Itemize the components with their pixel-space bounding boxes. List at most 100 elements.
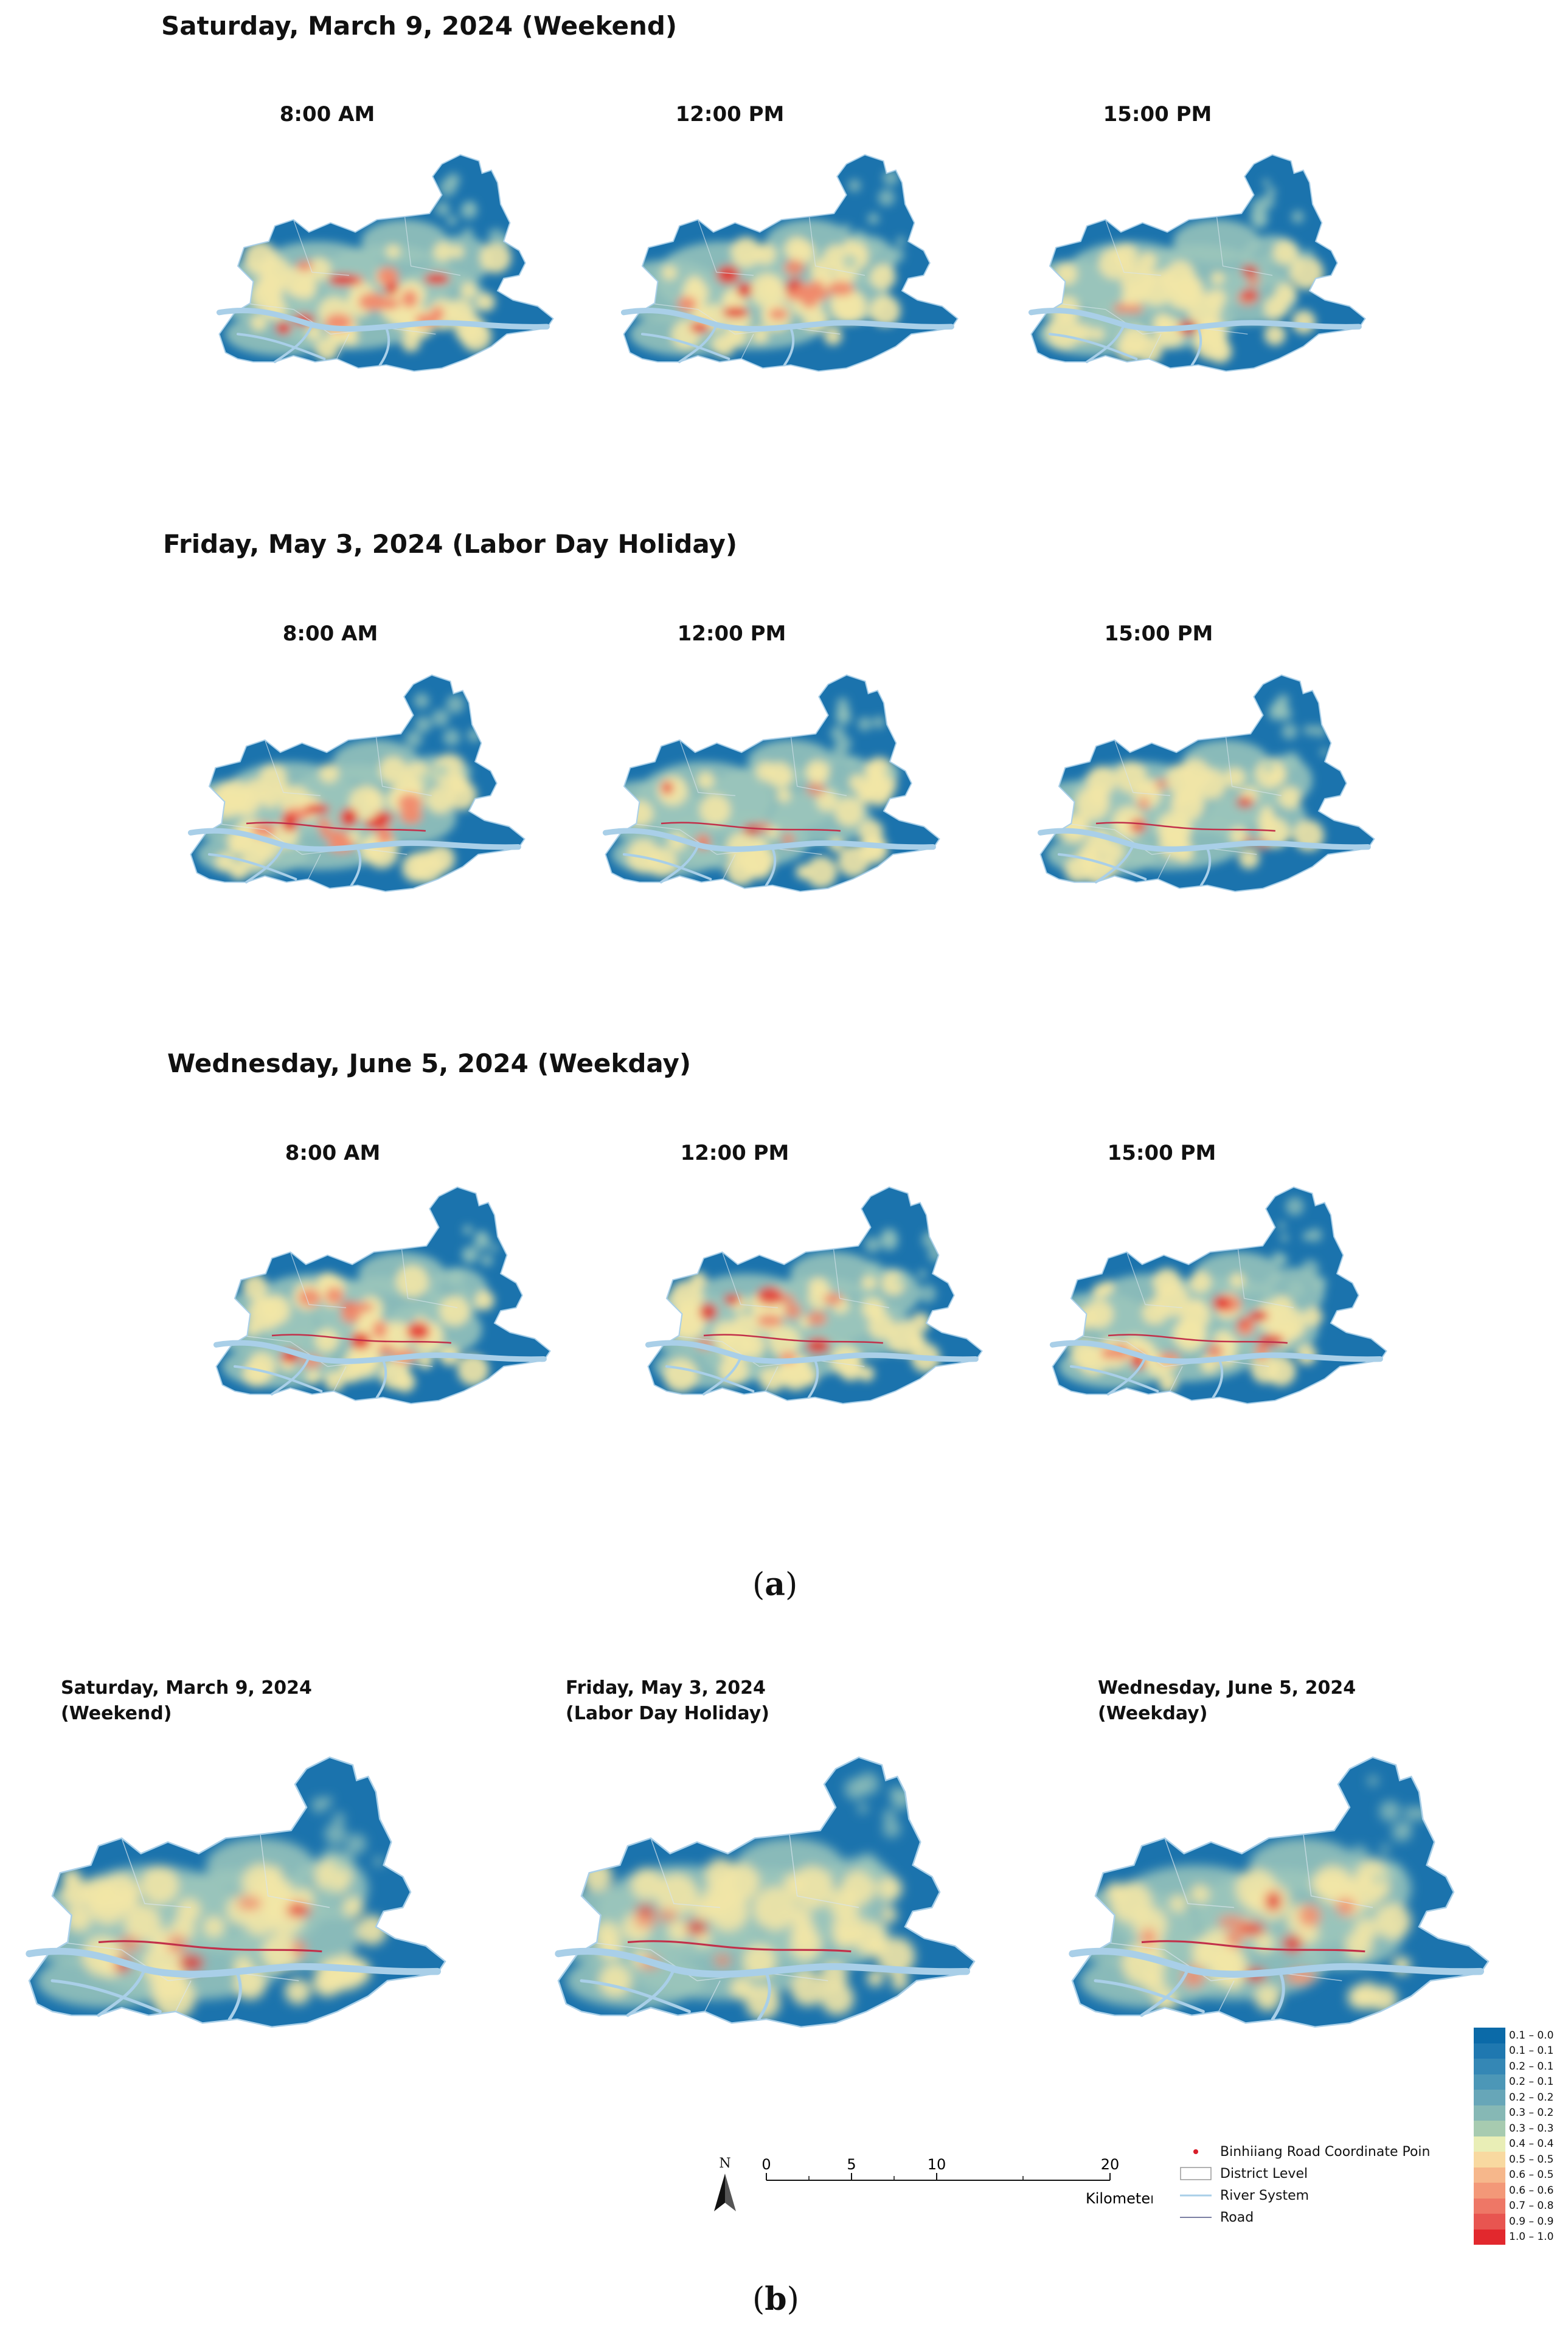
scale-tick-5: 5: [847, 2156, 856, 2173]
legend-item-points: Binhiiang Road Coordinate Poin: [1180, 2141, 1431, 2163]
region-map-svg: [1069, 1756, 1490, 2028]
river-line: [1271, 1971, 1285, 2021]
caption-b: (b): [752, 2281, 799, 2318]
legend-ramp-entry: 0.1 – 0.0: [1474, 2028, 1565, 2043]
legend-ramp-swatch: [1474, 2059, 1505, 2074]
legend-ramp-label: 0.6 – 0.5: [1509, 2169, 1554, 2181]
b-title-1-line1: Saturday, March 9, 2024: [61, 1677, 312, 1699]
time-label-r3c1: 8:00 AM: [285, 1141, 381, 1165]
legend-item-river: River System: [1180, 2185, 1431, 2206]
river-line: [378, 327, 390, 367]
binjiang-road-line: [1095, 822, 1275, 832]
road-line-icon: [1180, 2211, 1212, 2223]
binjiang-road-line: [703, 1334, 883, 1344]
legend-ramp-entry: 0.3 – 0.3: [1474, 2121, 1565, 2136]
legend-ramp-label: 0.9 – 0.9: [1509, 2215, 1554, 2228]
caption-a-letter: a: [765, 1566, 785, 1603]
legend-ramp-swatch: [1474, 2074, 1505, 2090]
legend-ramp-entry: 0.2 – 0.1: [1474, 2074, 1565, 2090]
river-line: [97, 1967, 147, 2017]
heatmap-b-1: [6, 1715, 468, 2077]
river-line: [626, 1967, 676, 2017]
legend-ramp-label: 0.1 – 0.1: [1509, 2045, 1554, 2057]
b-title-2-line2: (Labor Day Holiday): [566, 1703, 769, 1724]
caption-a: (a): [752, 1566, 798, 1603]
b-title-3-line1: Wednesday, June 5, 2024: [1098, 1677, 1356, 1699]
region-map-svg: [216, 154, 554, 372]
river-line: [187, 828, 521, 852]
legend-ramp-label: 0.7 – 0.8: [1509, 2200, 1554, 2213]
legend-ramp-entry: 0.7 – 0.8: [1474, 2198, 1565, 2214]
heatmap-a-r1c3: [1013, 125, 1384, 407]
scale-unit: Kilometer: [1086, 2190, 1153, 2207]
legend-ramp-swatch: [1474, 2028, 1505, 2043]
legend-ramp-swatch: [1474, 2183, 1505, 2199]
binjiang-road-line: [271, 1334, 451, 1344]
legend-ramp-swatch: [1474, 2105, 1505, 2121]
legend-ramp-swatch: [1474, 2167, 1505, 2183]
river-line: [765, 847, 777, 887]
b-title-1-line2: (Weekend): [61, 1703, 172, 1724]
legend-ramp-label: 0.3 – 0.2: [1509, 2107, 1554, 2119]
legend-ramp-entry: 0.2 – 0.1: [1474, 2059, 1565, 2074]
river-line: [645, 1340, 979, 1364]
river-line: [350, 847, 362, 887]
river-line: [1049, 1340, 1383, 1364]
legend-ramp-label: 1.0 – 1.0: [1509, 2231, 1554, 2244]
river-line: [622, 853, 712, 881]
time-label-r1c2: 12:00 PM: [675, 102, 785, 126]
heatmap-a-r3c2: [630, 1152, 1001, 1444]
legend-ramp-label: 0.2 – 0.2: [1509, 2091, 1554, 2104]
time-label-r3c3: 15:00 PM: [1107, 1141, 1216, 1165]
river-line: [807, 1359, 819, 1399]
heatmap-a-r3c3: [1034, 1152, 1405, 1444]
region-map-svg: [26, 1756, 446, 2028]
river-line: [702, 1356, 743, 1396]
region-map-svg: [555, 1756, 976, 2028]
legend-ramp-swatch: [1474, 2229, 1505, 2245]
row-title-2: Friday, May 3, 2024 (Labor Day Holiday): [163, 529, 738, 559]
legend-ramp-entry: 0.1 – 0.1: [1474, 2043, 1565, 2059]
river-line: [26, 1947, 442, 1978]
north-arrow: N: [710, 2156, 740, 2216]
heatmap-a-r2c3: [1022, 637, 1393, 935]
b-title-3: Wednesday, June 5, 2024 (Weekday): [1098, 1675, 1356, 1727]
north-label: N: [719, 2156, 731, 2171]
legend-ramp-swatch: [1474, 2198, 1505, 2214]
river-line: [1028, 307, 1362, 332]
river-line: [1069, 1947, 1485, 1978]
scale-bar: 0 5 10 20 Kilometer: [709, 2156, 1156, 2223]
river-line: [1037, 828, 1371, 852]
legend-item-points-label: Binhiiang Road Coordinate Poin: [1220, 2144, 1431, 2160]
river-line: [1048, 333, 1138, 361]
binjiang-road-line: [661, 822, 841, 832]
legend-ramp-label: 0.6 – 0.6: [1509, 2184, 1554, 2197]
legend-items: Binhiiang Road Coordinate Poin District …: [1180, 2141, 1431, 2228]
time-label-r3c2: 12:00 PM: [680, 1141, 789, 1165]
scale-tick-0: 0: [761, 2156, 771, 2173]
river-line: [783, 327, 795, 367]
river-line: [659, 844, 700, 884]
river-line: [1106, 1356, 1147, 1396]
binjiang-road-line: [1141, 1940, 1365, 1953]
legend-item-district-label: District Level: [1220, 2166, 1308, 2181]
legend-ramp-entry: 1.0 – 1.0: [1474, 2229, 1565, 2245]
river-line: [207, 853, 297, 881]
time-label-r1c1: 8:00 AM: [279, 102, 375, 126]
binjiang-road-line: [246, 822, 426, 832]
region-map-svg: [1028, 154, 1366, 372]
legend-ramp-label: 0.4 – 0.4: [1509, 2138, 1554, 2150]
river-line: [640, 333, 730, 361]
river-line: [50, 1979, 162, 2014]
north-arrow-icon: [714, 2174, 736, 2211]
legend-item-road-label: Road: [1220, 2209, 1254, 2225]
river-line: [273, 324, 314, 364]
legend-ramp-swatch: [1474, 2121, 1505, 2136]
time-label-r2c2: 12:00 PM: [677, 622, 786, 646]
heatmap-b-2: [535, 1715, 997, 2077]
river-line: [620, 307, 954, 332]
legend-ramp-swatch: [1474, 2136, 1505, 2152]
river-line: [1212, 1359, 1224, 1399]
binjiang-road-line: [1108, 1334, 1288, 1344]
red-dot-icon: [1180, 2146, 1212, 2158]
